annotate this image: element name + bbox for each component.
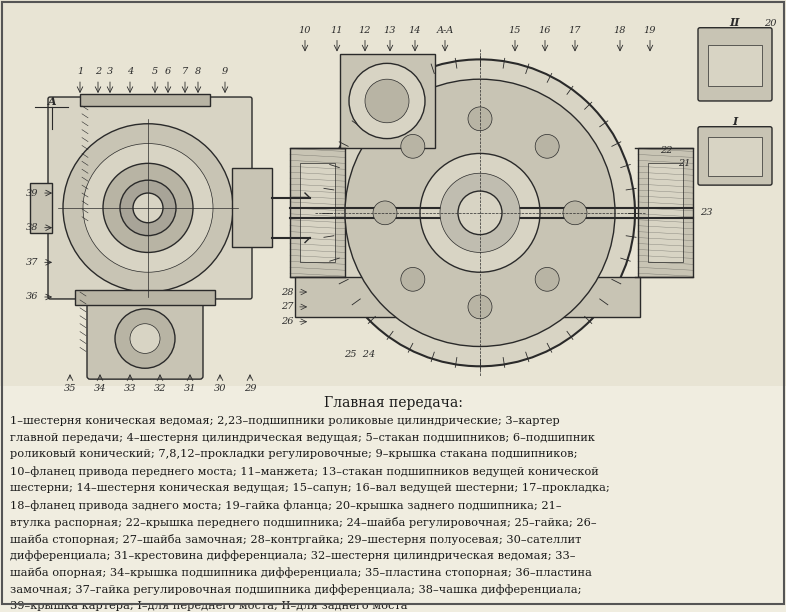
Text: 20: 20 [764,19,777,28]
Text: Главная передача:: Главная передача: [324,396,462,410]
Bar [638,149,693,277]
Text: 26: 26 [281,317,294,326]
Text: 29: 29 [244,384,256,393]
Text: 15: 15 [509,26,521,35]
Text: 36: 36 [25,293,38,302]
Bar [0,0,786,386]
Bar [30,183,52,233]
Text: 7: 7 [182,67,188,76]
Text: 33: 33 [123,384,136,393]
Bar [340,54,435,149]
Text: 35: 35 [64,384,76,393]
Circle shape [563,201,587,225]
Text: 10: 10 [299,26,311,35]
Circle shape [468,295,492,319]
Bar [300,163,335,263]
Circle shape [325,59,635,366]
Text: шайба опорная; 34–крышка подшипника дифференциала; 35–пластина стопорная; 36–пла: шайба опорная; 34–крышка подшипника дифф… [10,567,592,578]
Circle shape [373,201,397,225]
Circle shape [440,173,520,252]
Text: 39: 39 [25,188,38,198]
Bar [648,163,683,263]
Text: 3: 3 [107,67,113,76]
Text: 27: 27 [281,302,294,312]
Circle shape [345,79,615,346]
Circle shape [468,107,492,131]
Text: 14: 14 [409,26,421,35]
Circle shape [83,144,213,272]
FancyBboxPatch shape [698,28,772,101]
Bar [75,290,215,305]
Circle shape [63,124,233,292]
Text: 2: 2 [95,67,101,76]
Text: 6: 6 [165,67,171,76]
Circle shape [133,193,163,223]
Circle shape [535,135,559,159]
Text: 4: 4 [127,67,133,76]
Text: 10–фланец привода переднего моста; 11–манжета; 13–стакан подшипников ведущей кон: 10–фланец привода переднего моста; 11–ма… [10,466,599,477]
Circle shape [130,324,160,353]
Text: 31: 31 [184,384,196,393]
Circle shape [401,135,424,159]
Text: дифференциала; 31–крестовина дифференциала; 32–шестерня цилиндрическая ведомая; : дифференциала; 31–крестовина дифференциа… [10,550,575,561]
Text: 5: 5 [152,67,158,76]
Text: 30: 30 [214,384,226,393]
Text: 8: 8 [195,67,201,76]
Bar [80,94,210,106]
Text: 34: 34 [94,384,106,393]
Circle shape [420,154,540,272]
Circle shape [349,64,425,138]
Text: 37: 37 [25,258,38,267]
Text: 16: 16 [538,26,551,35]
Circle shape [120,180,176,236]
Text: замочная; 37–гайка регулировочная подшипника дифференциала; 38–чашка дифференциа: замочная; 37–гайка регулировочная подшип… [10,584,582,595]
Text: 38: 38 [25,223,38,232]
Text: 23: 23 [700,208,712,217]
Text: 25  24: 25 24 [344,350,376,359]
Bar [290,149,345,277]
Text: роликовый конический; 7,8,12–прокладки регулировочные; 9–крышка стакана подшипни: роликовый конический; 7,8,12–прокладки р… [10,449,578,460]
Text: 11: 11 [331,26,343,35]
Text: II: II [729,17,740,28]
Text: 18–фланец привода заднего моста; 19–гайка фланца; 20–крышка заднего подшипника; : 18–фланец привода заднего моста; 19–гайк… [10,500,562,510]
Text: 28: 28 [281,288,294,297]
FancyBboxPatch shape [698,127,772,185]
Bar [295,277,640,317]
Circle shape [458,191,502,234]
Text: 22: 22 [660,146,673,155]
Text: I: I [733,116,737,127]
Bar [232,168,272,247]
Text: шестерни; 14–шестерня коническая ведущая; 15–сапун; 16–вал ведущей шестерни; 17–: шестерни; 14–шестерня коническая ведущая… [10,483,610,493]
Text: 12: 12 [358,26,371,35]
Text: 39–крышка картера; I–для переднего моста; II–для заднего моста: 39–крышка картера; I–для переднего моста… [10,601,407,611]
Text: 18: 18 [614,26,626,35]
Circle shape [401,267,424,291]
FancyBboxPatch shape [48,97,252,299]
Text: 13: 13 [384,26,396,35]
Text: 9: 9 [222,67,228,76]
FancyBboxPatch shape [87,299,203,379]
Bar [708,45,762,86]
Circle shape [365,79,409,123]
Text: A: A [48,96,57,107]
Text: главной передачи; 4–шестерня цилиндрическая ведущая; 5–стакан подшипников; 6–под: главной передачи; 4–шестерня цилиндричес… [10,433,595,442]
Bar [708,136,762,176]
Text: шайба стопорная; 27–шайба замочная; 28–контргайка; 29–шестерня полуосевая; 30–са: шайба стопорная; 27–шайба замочная; 28–к… [10,534,582,545]
Text: 1–шестерня коническая ведомая; 2,23–подшипники роликовые цилиндрические; 3–карте: 1–шестерня коническая ведомая; 2,23–подш… [10,416,560,426]
Circle shape [103,163,193,252]
Text: 32: 32 [154,384,167,393]
Text: 19: 19 [644,26,656,35]
Text: A-A: A-A [436,26,454,35]
Circle shape [535,267,559,291]
Text: 21: 21 [678,159,690,168]
Text: 1: 1 [77,67,83,76]
Circle shape [115,309,175,368]
Text: втулка распорная; 22–крышка переднего подшипника; 24–шайба регулировочная; 25–га: втулка распорная; 22–крышка переднего по… [10,517,597,528]
Text: 17: 17 [569,26,582,35]
